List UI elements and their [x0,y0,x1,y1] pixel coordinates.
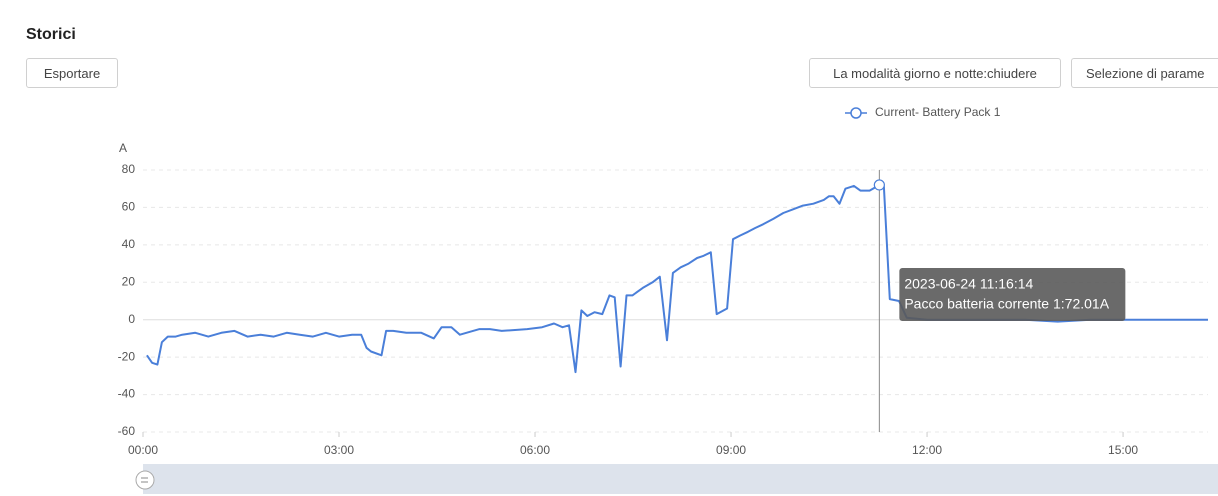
tooltip-box [899,268,1126,321]
hover-point [873,179,885,191]
tooltip: 2023-06-24 11:16:14 Pacco batteria corren… [899,268,1126,321]
y-tick-label: 40 [122,237,136,251]
x-tick-label: 06:00 [520,443,550,457]
y-tick-label: 0 [128,312,135,326]
x-tick-label: 15:00 [1108,443,1138,457]
export-button[interactable]: Esportare [26,58,118,88]
x-tick-label: 09:00 [716,443,746,457]
y-tick-label: 20 [122,274,136,288]
legend-label: Current- Battery Pack 1 [875,105,1001,119]
zoom-handle[interactable] [135,470,155,490]
x-tick-label: 12:00 [912,443,942,457]
y-tick-label: -60 [118,424,136,438]
zoom-slider [143,464,1218,494]
x-tick-label: 00:00 [128,443,158,457]
tooltip-text: Pacco batteria corrente 1:72.01A [904,296,1109,312]
legend-marker [850,107,862,119]
x-tick-label: 03:00 [324,443,354,457]
y-tick-label: -20 [118,349,136,363]
data-line [146,184,1208,374]
day-night-button[interactable]: La modalità giorno e notte:chiudere [809,58,1061,88]
y-tick-label: -40 [118,387,136,401]
tooltip-title: 2023-06-24 11:16:14 [904,276,1033,292]
params-button[interactable]: Selezione di parame [1071,58,1218,88]
y-tick-label: 80 [122,162,136,176]
page-title: Storici [26,26,76,43]
y-axis-unit: A [119,141,127,155]
y-tick-label: 60 [122,200,136,214]
